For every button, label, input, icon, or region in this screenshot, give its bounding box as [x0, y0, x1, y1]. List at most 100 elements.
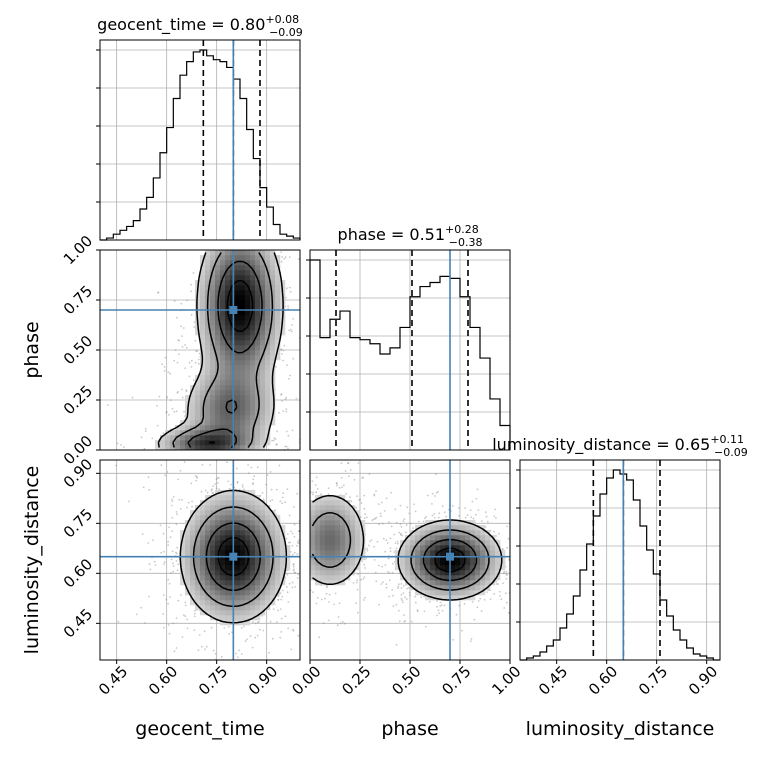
density-cell: [180, 530, 186, 536]
density-cell: [245, 250, 251, 256]
sample-point: [489, 598, 492, 600]
density-cell: [270, 540, 276, 546]
title-minus: −0.09: [714, 446, 748, 459]
sample-point: [469, 509, 472, 511]
density-cell: [260, 325, 266, 331]
density-cell: [275, 310, 281, 316]
sample-point: [301, 469, 303, 471]
density-cell: [240, 535, 246, 541]
sample-point: [230, 248, 232, 250]
sample-point: [191, 500, 194, 503]
sample-point: [440, 604, 443, 606]
sample-point: [165, 598, 168, 601]
density-cell: [260, 380, 266, 386]
density-cell: [180, 560, 186, 566]
density-cell: [210, 250, 216, 256]
density-cell: [310, 530, 316, 536]
sample-point: [209, 475, 211, 477]
sample-point: [297, 542, 300, 545]
sample-point: [305, 579, 307, 581]
density-cell: [235, 410, 241, 416]
sample-point: [382, 581, 384, 584]
density-cell: [245, 390, 251, 396]
density-cell: [235, 390, 241, 396]
panel-title: phase = 0.51+0.28 −0.38: [338, 223, 483, 249]
density-cell: [335, 575, 341, 581]
sample-point: [274, 232, 276, 234]
sample-point: [184, 601, 187, 604]
density-cell: [245, 305, 251, 311]
sample-point: [409, 594, 411, 596]
sample-point: [418, 520, 420, 523]
sample-point: [165, 397, 168, 399]
sample-point: [160, 464, 163, 467]
density-cell: [265, 375, 271, 381]
density-cell: [215, 500, 221, 506]
density-cell: [235, 600, 241, 606]
density-cell: [200, 430, 206, 436]
sample-point: [285, 246, 287, 248]
sample-point: [248, 165, 250, 167]
sample-point: [374, 517, 377, 520]
density-cell: [210, 560, 216, 566]
sample-point: [192, 458, 194, 460]
density-cell: [250, 515, 256, 521]
sample-point: [312, 491, 314, 494]
sample-point: [293, 547, 295, 549]
density-cell: [205, 500, 211, 506]
density-cell: [325, 495, 331, 501]
sample-point: [316, 419, 318, 421]
density-cell: [315, 575, 321, 581]
sample-point: [239, 246, 241, 248]
sample-point: [301, 497, 303, 499]
sample-point: [194, 222, 196, 224]
sample-point: [300, 453, 302, 455]
density-cell: [245, 370, 251, 376]
sample-point: [257, 194, 259, 196]
sample-point: [282, 492, 285, 495]
sample-point: [297, 206, 299, 208]
density-cell: [265, 390, 271, 396]
density-cell: [220, 395, 226, 401]
density-cell: [335, 545, 341, 551]
sample-point: [307, 565, 309, 567]
density-cell: [215, 520, 221, 526]
density-cell: [220, 270, 226, 276]
density-cell: [265, 545, 271, 551]
sample-point: [221, 463, 223, 465]
sample-point: [521, 561, 523, 563]
density-cell: [225, 270, 231, 276]
density-cell: [185, 445, 191, 450]
sample-point: [252, 621, 254, 623]
sample-point: [387, 557, 390, 560]
density-cell: [225, 265, 231, 271]
sample-point: [301, 585, 303, 587]
density-cell: [265, 540, 271, 546]
sample-point: [341, 620, 344, 623]
sample-point: [402, 520, 405, 523]
sample-point: [401, 534, 404, 537]
sample-point: [363, 494, 366, 497]
density-cell: [225, 395, 231, 401]
density-cell: [215, 610, 221, 616]
sample-point: [438, 512, 441, 515]
sample-point: [236, 243, 238, 245]
sample-point: [526, 549, 528, 551]
density-cell: [195, 425, 201, 431]
density-cell: [330, 550, 336, 556]
sample-point: [261, 492, 264, 494]
density-cell: [270, 275, 276, 281]
density-cell: [215, 410, 221, 416]
sample-point: [272, 232, 274, 234]
sample-point: [220, 655, 223, 658]
sample-point: [391, 571, 394, 574]
sample-point: [117, 620, 120, 623]
density-cell: [335, 505, 341, 511]
density-cell: [245, 315, 251, 321]
density-cell: [240, 505, 246, 511]
density-cell: [205, 280, 211, 286]
density-cell: [205, 330, 211, 336]
sample-point: [233, 246, 235, 248]
sample-point: [186, 299, 188, 302]
density-cell: [245, 530, 251, 536]
